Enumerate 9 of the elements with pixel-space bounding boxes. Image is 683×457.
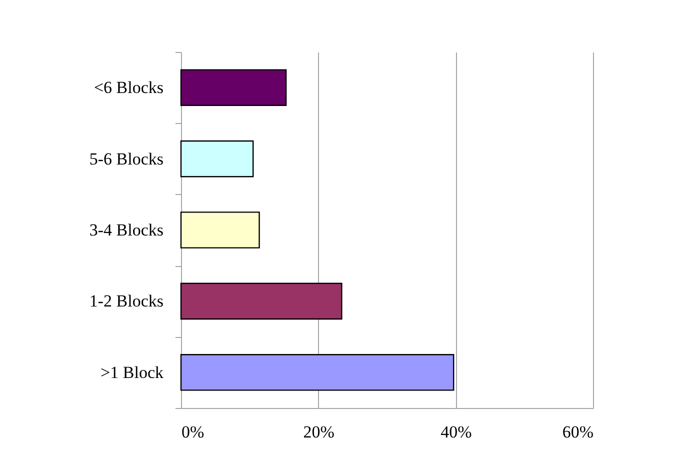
x-tick-label: 0% xyxy=(182,422,204,442)
y-tick-label: >1 Block xyxy=(100,362,164,382)
y-tick-label: 5-6 Blocks xyxy=(89,149,164,168)
x-tick-label: 40% xyxy=(440,422,472,442)
x-tick-label: 20% xyxy=(303,422,334,442)
x-tick-label: 60% xyxy=(562,422,594,442)
y-tick-label: 3-4 Blocks xyxy=(89,220,164,240)
y-tick-label: <6 Blocks xyxy=(94,78,164,98)
y-tick-label: 1-2 Blocks xyxy=(89,292,164,311)
